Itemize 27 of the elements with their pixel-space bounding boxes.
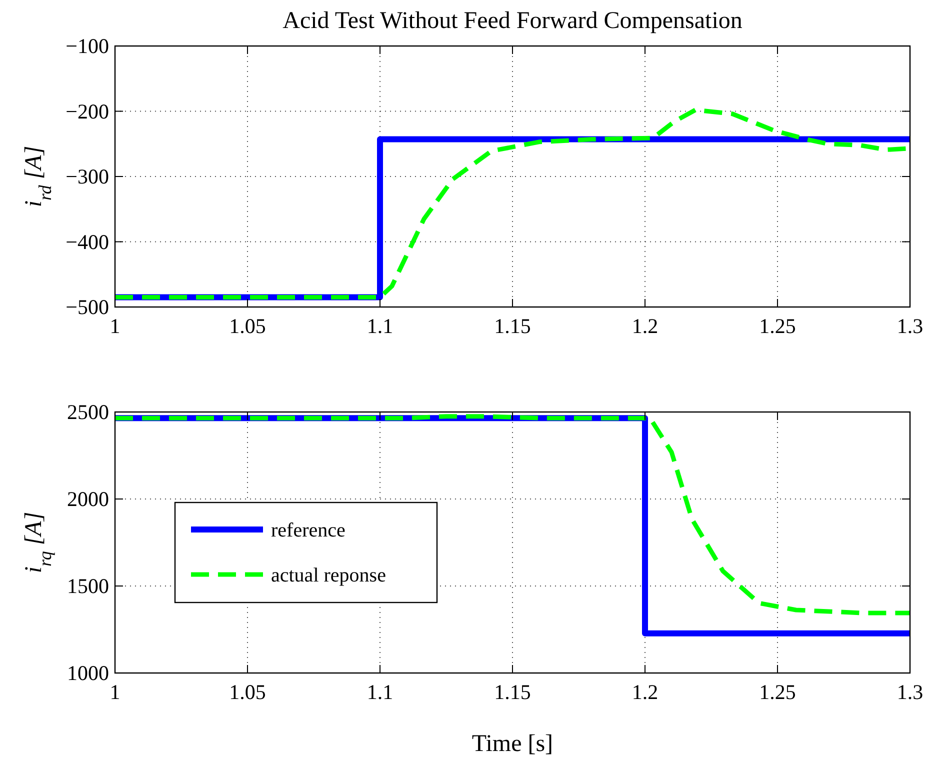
x-tick-label: 1.25 (759, 314, 796, 338)
x-tick-label: 1.15 (494, 680, 531, 704)
x-tick-label: 1.3 (896, 314, 924, 338)
legend-label: actual reponse (271, 564, 386, 586)
x-tick-label: 1.1 (366, 680, 394, 704)
y-tick-label: −100 (66, 34, 109, 58)
y-tick-label: 2000 (67, 487, 109, 511)
x-tick-label: 1.1 (366, 314, 394, 338)
x-tick-label: 1.15 (494, 314, 531, 338)
x-tick-label: 1 (110, 314, 120, 338)
x-tick-label: 1.05 (229, 680, 266, 704)
y-tick-label: −500 (66, 295, 109, 319)
legend-label: reference (271, 520, 346, 542)
y-tick-label: 2500 (67, 400, 109, 424)
y-tick-label: 1000 (67, 661, 109, 685)
x-tick-label: 1.3 (896, 680, 924, 704)
x-tick-label: 1.2 (632, 314, 658, 338)
x-tick-label: 1.25 (759, 680, 796, 704)
y-tick-label: −200 (66, 99, 109, 124)
x-tick-label: 1.05 (229, 314, 266, 338)
x-axis-title: Time [s] (472, 731, 554, 757)
y-tick-label: −400 (66, 230, 109, 254)
x-tick-label: 1.2 (632, 680, 658, 704)
y-tick-label: 1500 (67, 574, 109, 598)
x-tick-label: 1 (110, 680, 120, 704)
y-tick-label: −300 (66, 164, 109, 188)
chart-title: Acid Test Without Feed Forward Compensation (282, 8, 742, 34)
